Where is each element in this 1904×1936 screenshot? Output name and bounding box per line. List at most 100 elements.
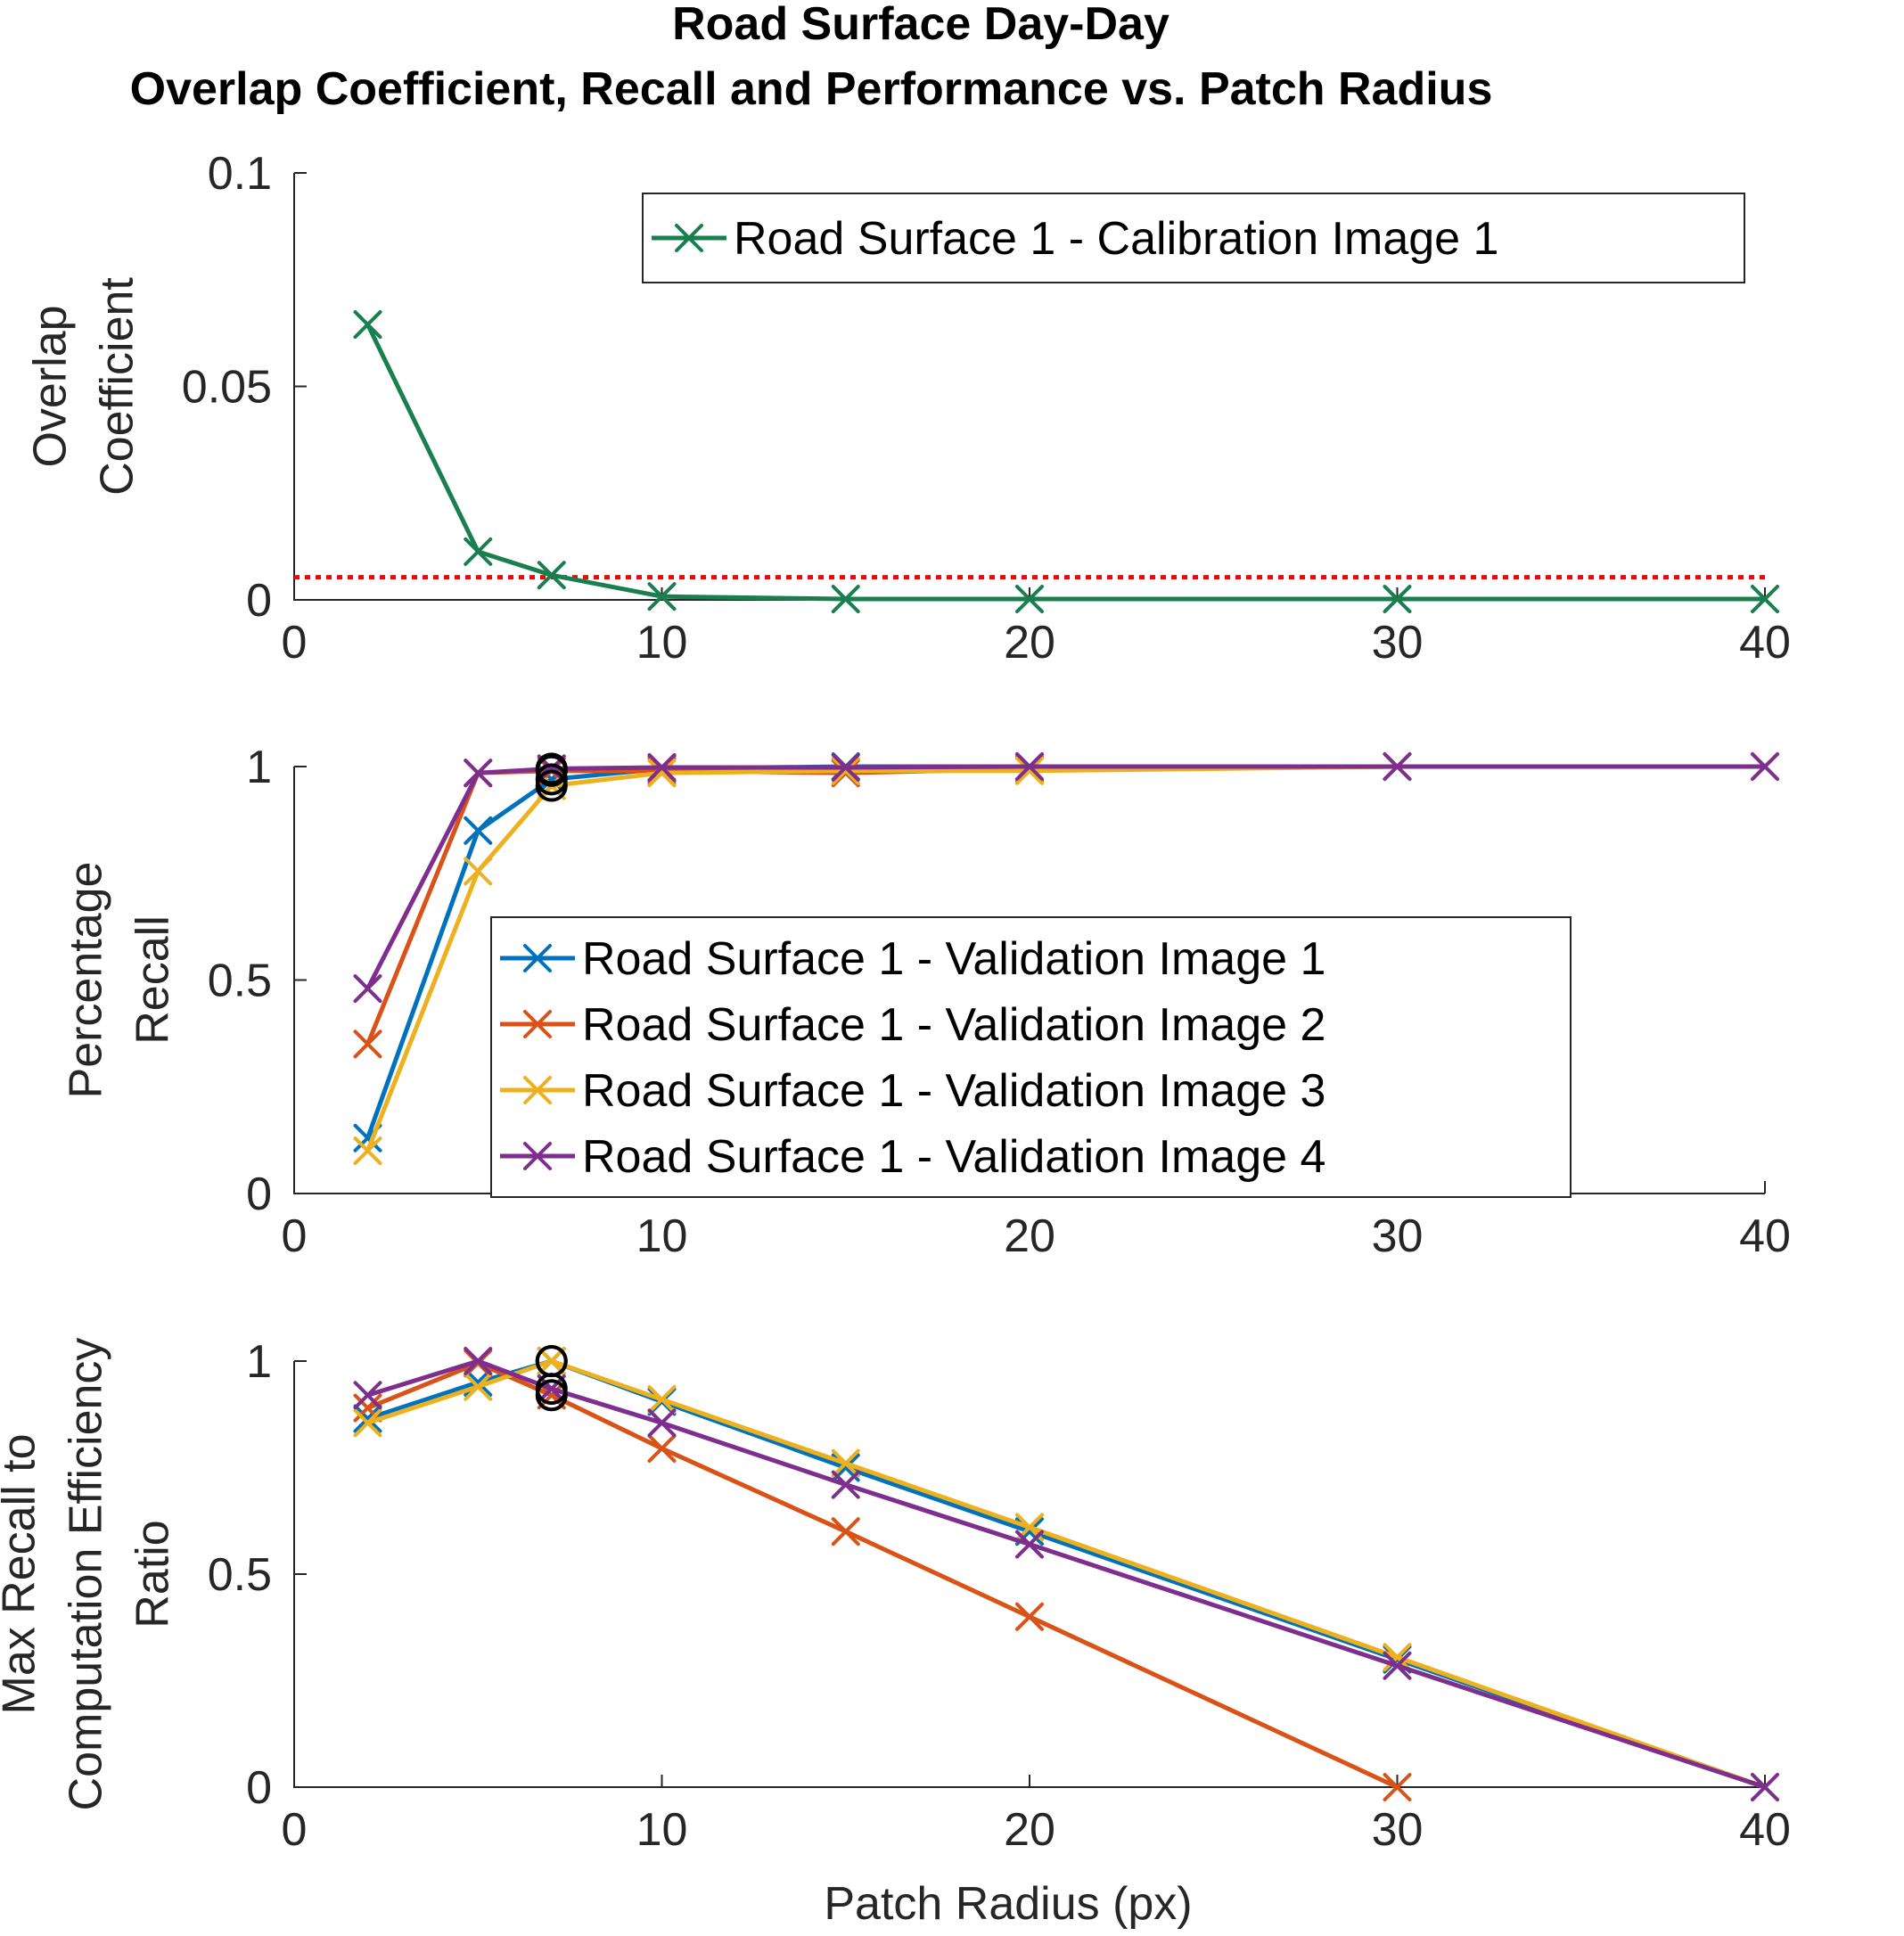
recall-series-2-marker-4 [831,756,860,785]
overlap-x-tick-label-1: 10 [636,617,688,669]
efficiency-series-1-marker-4 [831,1517,860,1546]
efficiency-series-3-marker-7 [1751,1773,1779,1801]
subplot-efficiency: 0 10 20 30 40 0 0.5 1 Max Recall to Computation E… [0,1336,1791,1856]
efficiency-y-label-line-2: Ratio [127,1520,179,1628]
overlap-legend: Road Surface 1 - Calibration Image 1 [642,193,1745,283]
recall-series-3-line [365,764,1765,990]
recall-legend-sample-marker-3 [523,1142,552,1170]
recall-selected-circle-2 [535,769,568,802]
efficiency-series-3-marker-1 [464,1347,493,1375]
recall-legend-label-0: Road Surface 1 - Validation Image 1 [582,933,1325,985]
recall-x-tick-label-3: 30 [1372,1210,1424,1262]
overlap-series-0-marker-0 [353,310,382,340]
chart-title-line-2: Overlap Coefficient, Recall and Performa… [130,63,1493,115]
recall-selected-circle-3 [535,752,568,785]
overlap-y-label-line-0: Overlap [25,305,77,467]
recall-x-tick-label-4: 40 [1739,1210,1791,1262]
efficiency-series-3-marker-5 [1015,1530,1044,1559]
x-axis-label: Patch Radius (px) [824,1878,1192,1930]
efficiency-series-1-marker-6 [1383,1773,1412,1801]
recall-series-2-marker-3 [647,759,677,788]
recall-series-0-marker-1 [464,816,493,845]
recall-legend-sample-marker-1 [523,1010,552,1038]
recall-legend-label-3: Road Surface 1 - Validation Image 4 [582,1131,1325,1183]
recall-x-tick-label-0: 0 [282,1210,308,1262]
efficiency-series-0-marker-0 [353,1404,382,1433]
efficiency-x-tick-label-1: 10 [636,1804,688,1856]
efficiency-series-1-marker-3 [647,1433,677,1463]
recall-legend-label-1: Road Surface 1 - Validation Image 2 [582,999,1325,1051]
efficiency-series-1-marker-5 [1015,1602,1044,1631]
overlap-y-tick-label-1: 0.05 [182,362,272,414]
overlap-x-tick-label-4: 40 [1739,617,1791,669]
recall-y-label-line-0: Percentage [61,862,112,1099]
overlap-legend-label-0: Road Surface 1 - Calibration Image 1 [734,213,1498,265]
efficiency-selected-circle-3 [535,1373,568,1406]
recall-series-3-marker-0 [353,974,382,1004]
recall-y-tick-label-0: 0 [246,1169,272,1220]
overlap-x-tick-label-3: 30 [1372,617,1424,669]
efficiency-y-label-line-1: Computation Efficiency [61,1338,112,1811]
efficiency-series-3-line [366,1358,1766,1790]
overlap-y-label-line-1: Coefficient [92,277,144,496]
efficiency-y-tick-label-0: 0 [246,1762,272,1814]
recall-legend: Road Surface 1 - Validation Image 1 Road … [490,916,1572,1198]
recall-x-tick-label-2: 20 [1004,1210,1055,1262]
recall-series-3-marker-5 [1015,752,1044,781]
efficiency-y-label-line-0: Max Recall to [0,1434,45,1715]
efficiency-series-3-marker-6 [1383,1651,1412,1680]
efficiency-series-2-marker-1 [464,1372,493,1401]
recall-y-label-line-1: Recall [127,915,179,1045]
overlap-series-0-marker-7 [1751,585,1779,614]
chart-title-line-1: Road Surface Day-Day [672,0,1169,50]
efficiency-series-3-marker-0 [353,1381,382,1410]
overlap-y-tick-label-2: 0.1 [208,148,272,200]
efficiency-series-2-marker-0 [353,1408,382,1438]
efficiency-series-2-marker-6 [1383,1643,1412,1672]
efficiency-y-tick-label-2: 1 [246,1336,272,1388]
subplot-overlap: 0 10 20 30 40 0 0.05 0.1 Overlap Coefficient Road … [25,148,1791,669]
recall-x-tick-label-1: 10 [636,1210,688,1262]
recall-series-3-marker-4 [831,752,860,782]
efficiency-series-3-marker-3 [647,1408,677,1438]
efficiency-series-2-marker-3 [647,1385,677,1415]
recall-series-2-marker-0 [353,1136,382,1166]
recall-series-2-marker-1 [464,857,493,886]
efficiency-series-3-marker-2 [537,1374,566,1404]
overlap-x-tick-label-2: 20 [1004,617,1055,669]
efficiency-y-tick-label-1: 0.5 [208,1549,272,1601]
overlap-x-tick-label-0: 0 [282,617,308,669]
recall-series-3-marker-6 [1383,752,1412,781]
recall-legend-label-2: Road Surface 1 - Validation Image 3 [582,1065,1325,1117]
recall-series-3-marker-7 [1751,752,1779,781]
efficiency-series-2-line [366,1358,1766,1790]
recall-legend-sample-marker-0 [523,944,552,972]
efficiency-series-0-line [366,1358,1766,1790]
overlap-series-0-marker-4 [831,585,860,614]
efficiency-x-tick-label-0: 0 [282,1804,308,1856]
overlap-series-0-marker-2 [537,561,566,590]
recall-series-3-marker-1 [464,759,493,788]
efficiency-x-tick-label-2: 20 [1004,1804,1055,1856]
overlap-series-0-line [365,323,1765,602]
overlap-legend-box [642,193,1745,283]
recall-legend-sample-marker-2 [523,1076,552,1104]
efficiency-x-tick-label-3: 30 [1372,1804,1424,1856]
efficiency-x-tick-label-4: 40 [1739,1804,1791,1856]
efficiency-series-3-marker-4 [831,1470,860,1499]
recall-series-3-marker-3 [647,752,677,782]
overlap-series-0-marker-1 [464,537,493,566]
recall-series-1-marker-0 [353,1030,382,1059]
subplot-recall: 0 10 20 30 40 0 0.5 1 Percentage Recall Road Surfa… [61,742,1791,1262]
overlap-legend-sample-marker-0 [675,224,703,252]
efficiency-series-2-marker-2 [537,1347,566,1375]
overlap-series-0-marker-3 [647,582,677,611]
recall-y-tick-label-1: 0.5 [208,956,272,1007]
recall-series-2-marker-5 [1015,756,1044,785]
efficiency-series-2-marker-4 [831,1448,860,1478]
recall-y-tick-label-2: 1 [246,742,272,793]
overlap-series-0-marker-5 [1015,585,1044,614]
overlap-y-tick-label-0: 0 [246,575,272,627]
